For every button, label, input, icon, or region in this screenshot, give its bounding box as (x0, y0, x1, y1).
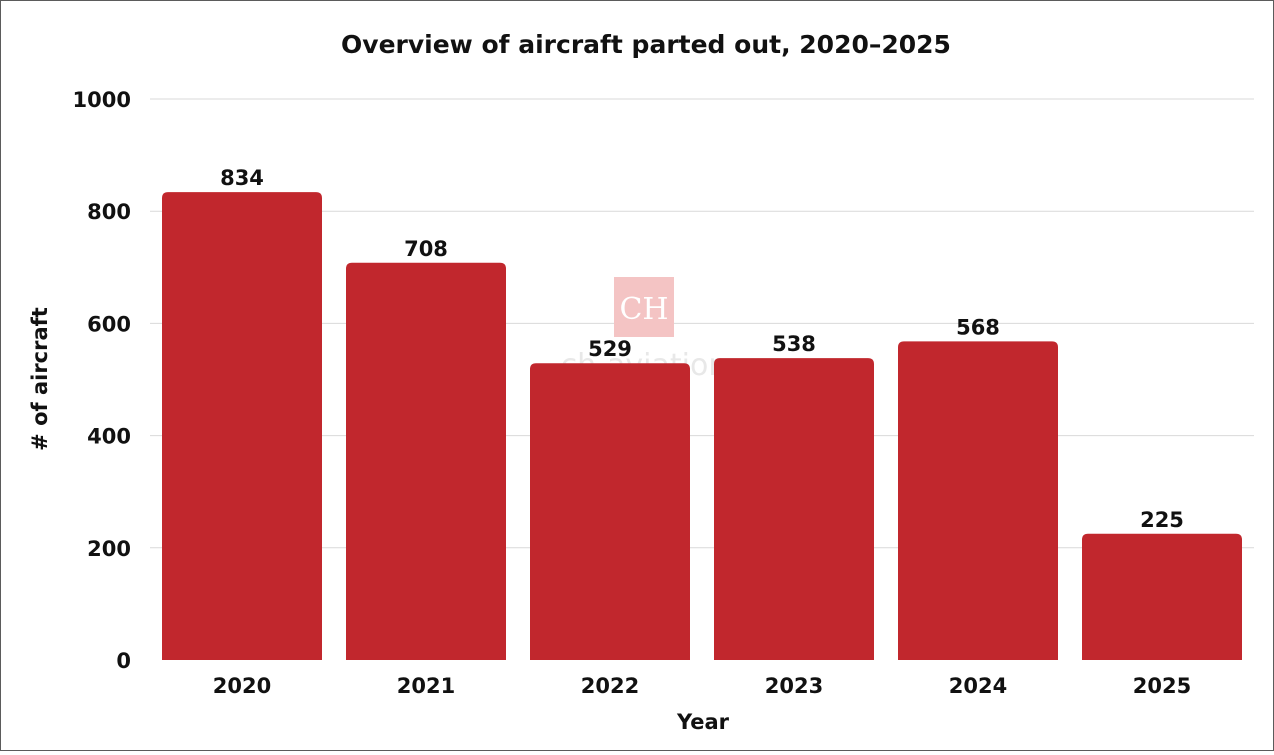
bar-2024 (898, 341, 1058, 660)
y-axis-label: # of aircraft (28, 307, 52, 451)
bar-2021 (346, 262, 506, 660)
y-tick-label: 0 (116, 649, 131, 673)
data-labels: 834 708 529 538 568 225 (220, 166, 1184, 532)
bar-2023 (714, 358, 874, 660)
data-label-2023: 538 (772, 332, 816, 356)
y-axis-ticks: 0 200 400 600 800 1000 (73, 88, 131, 673)
x-tick-label-2023: 2023 (765, 674, 823, 698)
watermark-logo (614, 277, 674, 337)
data-label-2021: 708 (404, 237, 448, 261)
data-label-2024: 568 (956, 315, 1000, 339)
x-tick-label-2024: 2024 (949, 674, 1007, 698)
bar-2025 (1082, 533, 1242, 660)
chart-title: Overview of aircraft parted out, 2020–20… (341, 30, 951, 59)
y-tick-label: 600 (87, 312, 131, 336)
bar-2020 (162, 192, 322, 660)
x-tick-label-2025: 2025 (1133, 674, 1191, 698)
bars (162, 192, 1242, 660)
y-tick-label: 200 (87, 537, 131, 561)
x-axis-label: Year (676, 710, 730, 734)
x-tick-label-2020: 2020 (213, 674, 271, 698)
bar-2022 (530, 363, 690, 660)
x-tick-label-2022: 2022 (581, 674, 639, 698)
watermark-logo-text: CH (619, 292, 668, 327)
data-label-2020: 834 (220, 166, 264, 190)
y-tick-label: 1000 (73, 88, 131, 112)
data-label-2025: 225 (1140, 508, 1184, 532)
y-tick-label: 400 (87, 425, 131, 449)
x-axis-ticks: 2020 2021 2022 2023 2024 2025 (213, 674, 1191, 698)
gridlines (150, 98, 1254, 549)
y-tick-label: 800 (87, 200, 131, 224)
data-label-2022: 529 (588, 337, 632, 361)
x-tick-label-2021: 2021 (397, 674, 455, 698)
